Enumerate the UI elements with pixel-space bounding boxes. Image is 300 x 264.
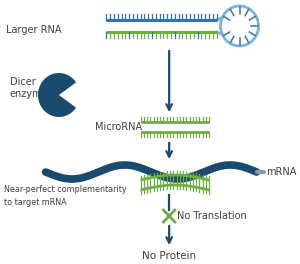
Text: MicroRNA: MicroRNA [95,122,142,132]
Text: Dicer
enzyme: Dicer enzyme [10,77,48,99]
Polygon shape [38,73,76,117]
Text: Larger RNA: Larger RNA [6,25,61,35]
Text: No Translation: No Translation [177,211,247,221]
Text: mRNA: mRNA [266,167,296,177]
Text: No Protein: No Protein [142,251,196,261]
Text: Near-perfect complementarity
to target mRNA: Near-perfect complementarity to target m… [4,185,126,207]
